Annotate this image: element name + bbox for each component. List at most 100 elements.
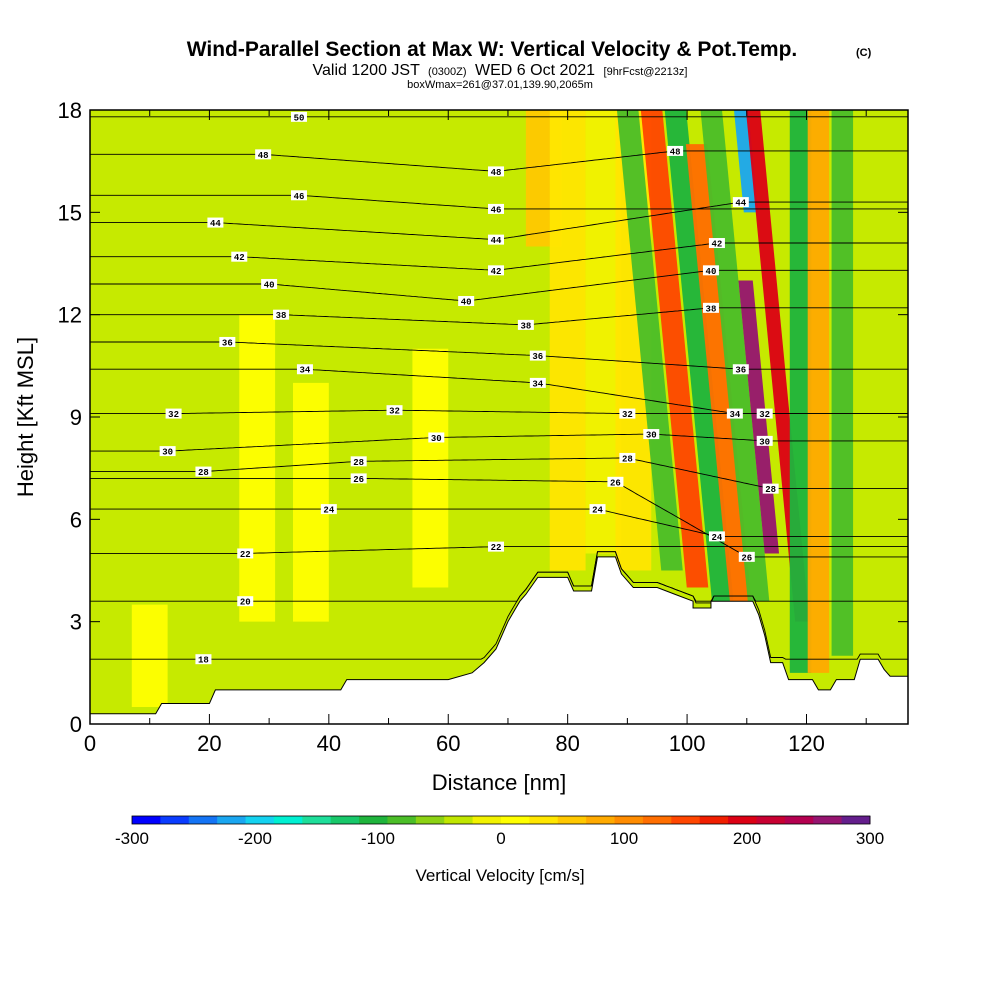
- contour-label-bg: [756, 435, 773, 446]
- contour-label-bg: [219, 336, 236, 347]
- colorbar-segment: [188, 816, 218, 824]
- copyright-mark: (C): [856, 47, 872, 59]
- valid-prefix: Valid 1200 JST: [313, 62, 421, 79]
- colorbar-segment: [245, 816, 275, 824]
- contour-labels: 50 48 48 48 46 46 44 44 44 42 42 42 40 40 40 38 38 38 36 36…: [159, 111, 779, 666]
- contour-label: 30: [159, 446, 176, 458]
- forecast-info: [9hrFcst@2213z]: [604, 66, 688, 78]
- colorbar-segment: [557, 816, 587, 824]
- velocity-cell: [412, 348, 449, 588]
- contour-label-text: 46: [491, 205, 502, 215]
- velocity-cell: [585, 110, 622, 554]
- contour-label-text: 26: [741, 553, 752, 563]
- contour-label: 28: [195, 466, 212, 478]
- contour-label: 38: [702, 302, 719, 314]
- velocity-cell: [733, 110, 759, 213]
- contour-label: 36: [219, 336, 236, 348]
- contour-label-bg: [726, 408, 743, 419]
- contour-label: 46: [488, 203, 505, 215]
- box-info: boxWmax=261@37.01,139.90,2065m: [407, 79, 593, 91]
- contour-label-text: 38: [520, 321, 531, 331]
- contour-label-bg: [708, 531, 725, 542]
- valid-time-line: Valid 1200 JST (0300Z) WED 6 Oct 2021 [9…: [313, 62, 688, 79]
- contour-label-bg: [231, 251, 248, 262]
- x-tick-label: 0: [84, 731, 96, 756]
- colorbar-segment: [444, 816, 474, 824]
- x-tick-label: 20: [197, 731, 221, 756]
- contour-label-text: 34: [532, 379, 543, 389]
- contour-label-text: 22: [491, 543, 502, 553]
- contour-label-bg: [261, 278, 278, 289]
- contour-label: 26: [738, 551, 755, 563]
- velocity-field: [131, 110, 854, 707]
- contour-label: 26: [607, 476, 624, 488]
- contour-label-text: 36: [532, 352, 543, 362]
- contour-label: 20: [237, 596, 254, 608]
- contour-label-text: 28: [765, 485, 776, 495]
- contour-label-text: 20: [240, 598, 251, 608]
- contour-label-bg: [195, 654, 212, 665]
- terrain-fill: [90, 556, 908, 724]
- colorbar-segment: [728, 816, 757, 824]
- contour-label: 22: [237, 548, 254, 560]
- contour-label-text: 42: [234, 253, 245, 263]
- contour-label: 46: [290, 190, 307, 202]
- contour-label-text: 24: [592, 506, 603, 516]
- contour-label-text: 44: [735, 199, 746, 209]
- theta-contour: [90, 269, 908, 302]
- contour-label-bg: [165, 408, 182, 419]
- contour-label-bg: [643, 429, 660, 440]
- colorbar-segment: [784, 816, 814, 824]
- contour-label-bg: [708, 238, 725, 249]
- contour-label-text: 30: [646, 431, 657, 441]
- contour-label-text: 36: [222, 338, 233, 348]
- colorbar-segment: [273, 816, 303, 824]
- contour-label: 44: [732, 197, 749, 209]
- theta-contour: [90, 508, 908, 537]
- contour-label-text: 24: [712, 533, 723, 543]
- contour-label: 42: [488, 265, 505, 277]
- contour-label-bg: [320, 504, 337, 515]
- contour-label: 24: [589, 504, 606, 516]
- theta-contour: [90, 307, 908, 326]
- contour-label-bg: [255, 149, 272, 160]
- contour-label-bg: [529, 377, 546, 388]
- contour-label-bg: [195, 466, 212, 477]
- x-axis-label: Distance [nm]: [432, 770, 567, 795]
- velocity-cell: [616, 110, 683, 571]
- contour-label-text: 26: [353, 475, 364, 485]
- colorbar-tick-label: -200: [238, 829, 272, 848]
- contour-label-bg: [237, 548, 254, 559]
- colorbar-segment: [415, 816, 445, 824]
- contour-label-text: 34: [729, 410, 740, 420]
- contour-label-text: 44: [210, 219, 221, 229]
- contour-label-bg: [488, 541, 505, 552]
- contour-label-bg: [667, 145, 684, 156]
- velocity-cell: [131, 604, 168, 707]
- colorbar-segment: [642, 816, 672, 824]
- contour-label-text: 48: [670, 147, 681, 157]
- contour-label: 48: [255, 149, 272, 161]
- colorbar-segment: [756, 816, 786, 824]
- contour-label-text: 38: [276, 311, 287, 321]
- contour-label-bg: [702, 302, 719, 313]
- contour-label-bg: [237, 596, 254, 607]
- colorbar-segment: [359, 816, 388, 824]
- contour-label-text: 32: [389, 407, 400, 417]
- contour-label: 28: [619, 452, 636, 464]
- velocity-cell: [293, 382, 329, 622]
- colorbar-segment: [160, 816, 190, 824]
- contour-label: 40: [261, 278, 278, 290]
- contour-label-text: 32: [622, 410, 633, 420]
- contour-label: 34: [726, 408, 743, 420]
- contour-label-bg: [607, 476, 624, 487]
- y-tick-label: 15: [58, 200, 82, 225]
- contour-label-text: 50: [294, 113, 305, 123]
- contour-label-bg: [290, 111, 307, 122]
- contour-label-bg: [589, 504, 606, 515]
- contour-label-bg: [488, 265, 505, 276]
- velocity-cell: [831, 110, 854, 656]
- colorbar-segment: [813, 816, 843, 824]
- y-tick-label: 3: [70, 610, 82, 635]
